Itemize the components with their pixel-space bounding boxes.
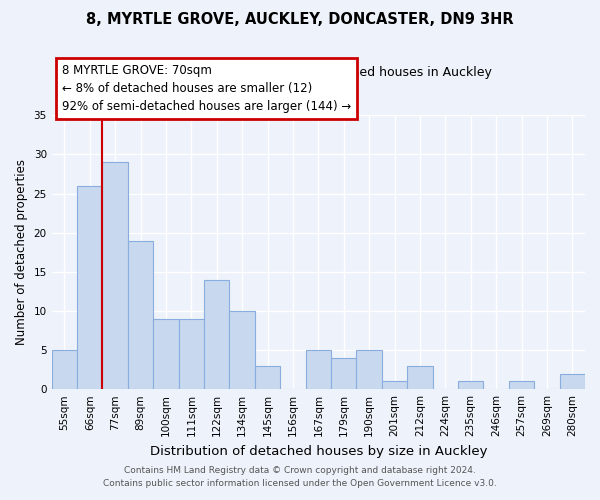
- Bar: [128, 240, 153, 389]
- Bar: [458, 382, 484, 389]
- Bar: [229, 311, 255, 389]
- Bar: [52, 350, 77, 389]
- Y-axis label: Number of detached properties: Number of detached properties: [15, 160, 28, 346]
- Bar: [255, 366, 280, 389]
- Bar: [382, 382, 407, 389]
- Bar: [560, 374, 585, 389]
- Text: Contains HM Land Registry data © Crown copyright and database right 2024.
Contai: Contains HM Land Registry data © Crown c…: [103, 466, 497, 487]
- X-axis label: Distribution of detached houses by size in Auckley: Distribution of detached houses by size …: [149, 444, 487, 458]
- Title: Size of property relative to detached houses in Auckley: Size of property relative to detached ho…: [145, 66, 492, 80]
- Bar: [305, 350, 331, 389]
- Bar: [77, 186, 103, 389]
- Bar: [509, 382, 534, 389]
- Bar: [153, 319, 179, 389]
- Text: 8 MYRTLE GROVE: 70sqm
← 8% of detached houses are smaller (12)
92% of semi-detac: 8 MYRTLE GROVE: 70sqm ← 8% of detached h…: [62, 64, 352, 112]
- Text: 8, MYRTLE GROVE, AUCKLEY, DONCASTER, DN9 3HR: 8, MYRTLE GROVE, AUCKLEY, DONCASTER, DN9…: [86, 12, 514, 28]
- Bar: [407, 366, 433, 389]
- Bar: [103, 162, 128, 389]
- Bar: [204, 280, 229, 389]
- Bar: [331, 358, 356, 389]
- Bar: [179, 319, 204, 389]
- Bar: [356, 350, 382, 389]
